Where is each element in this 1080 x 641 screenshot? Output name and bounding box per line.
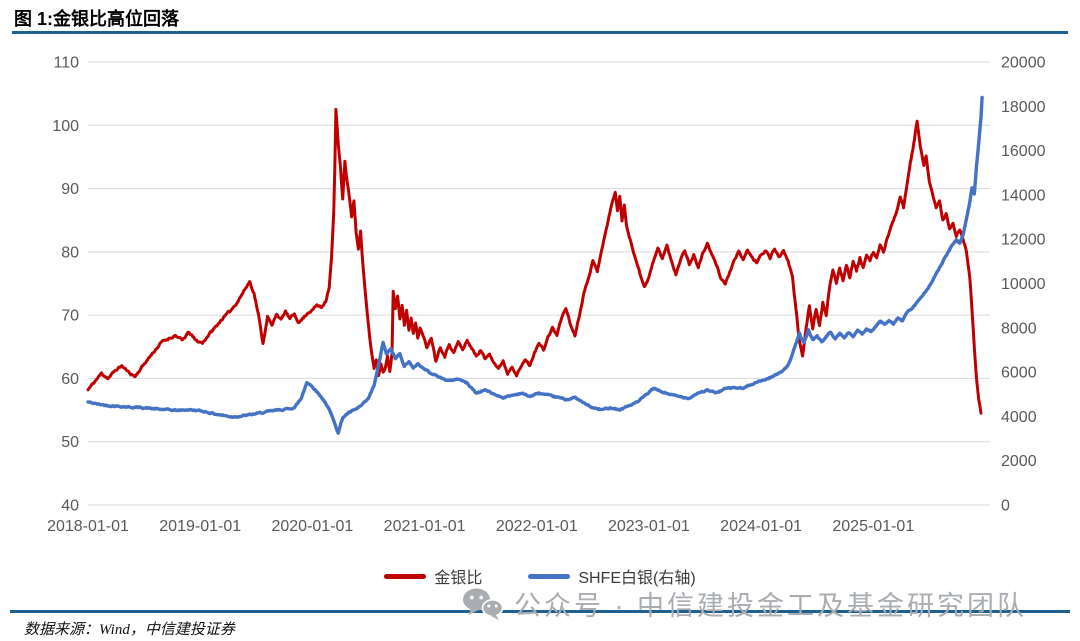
right-axis-tick-label: 10000 <box>1001 276 1046 293</box>
chart-legend: 金银比 SHFE白银(右轴) <box>0 564 1080 588</box>
x-axis-tick-label: 2024-01-01 <box>720 518 802 535</box>
title-underline <box>12 31 1068 34</box>
line-chart: 1101009080706050402000018000160001400012… <box>47 55 1046 536</box>
legend-label: SHFE白银(右轴) <box>578 570 696 587</box>
right-axis-tick-label: 12000 <box>1001 232 1046 249</box>
left-axis-tick-label: 40 <box>61 498 79 515</box>
left-axis-tick-label: 100 <box>52 118 79 135</box>
right-axis-tick-label: 8000 <box>1001 320 1037 337</box>
gold-silver-ratio-line <box>86 107 983 415</box>
right-axis-tick-label: 18000 <box>1001 99 1046 116</box>
left-axis-tick-label: 110 <box>53 55 79 72</box>
legend-item-gold-silver-ratio: 金银比 <box>384 564 482 588</box>
watermark-text: 公众号 · 中信建投金工及基金研究团队 <box>514 591 1027 621</box>
left-axis-tick-label: 50 <box>61 434 79 451</box>
x-axis-tick-label: 2018-01-01 <box>47 518 129 535</box>
right-axis-tick-label: 0 <box>1001 498 1010 515</box>
x-axis-tick-label: 2022-01-01 <box>496 518 578 535</box>
legend-label: 金银比 <box>434 570 483 587</box>
right-axis-tick-label: 16000 <box>1001 143 1046 160</box>
right-axis-tick-label: 2000 <box>1001 453 1037 470</box>
right-axis-tick-label: 6000 <box>1001 365 1037 382</box>
red-line-swatch <box>384 573 427 579</box>
x-axis-tick-label: 2021-01-01 <box>384 518 466 535</box>
left-axis-tick-label: 70 <box>61 308 79 325</box>
wechat-icon <box>463 588 504 620</box>
right-axis-tick-label: 14000 <box>1001 187 1046 204</box>
blue-line-swatch <box>528 573 571 579</box>
left-axis-tick-label: 80 <box>61 244 79 261</box>
left-axis-tick-label: 60 <box>61 371 79 388</box>
x-axis-tick-label: 2020-01-01 <box>271 518 353 535</box>
footer-rule <box>10 610 1070 613</box>
x-axis-tick-label: 2019-01-01 <box>159 518 241 535</box>
right-axis-tick-label: 20000 <box>1001 55 1046 72</box>
page-title: 图 1:金银比高位回落 <box>14 9 180 29</box>
right-axis-tick-label: 4000 <box>1001 409 1037 426</box>
x-axis-tick-label: 2023-01-01 <box>608 518 690 535</box>
x-axis-tick-label: 2025-01-01 <box>832 518 914 535</box>
left-axis-tick-label: 90 <box>61 181 79 198</box>
shfe-silver-line <box>86 95 984 435</box>
legend-item-shfe-silver: SHFE白银(右轴) <box>528 564 696 588</box>
data-source-note: 数据来源：Wind，中信建投证券 <box>24 622 235 638</box>
watermark: 公众号 · 中信建投金工及基金研究团队 <box>462 584 1027 623</box>
